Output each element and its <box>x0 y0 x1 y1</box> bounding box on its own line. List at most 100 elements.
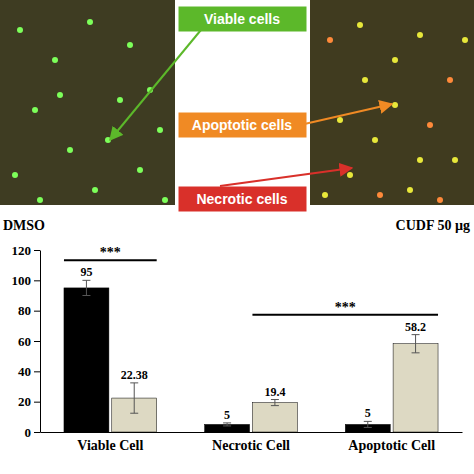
y-tick-mark <box>34 341 40 342</box>
cell-dot <box>392 102 398 108</box>
cell-dot <box>137 167 143 173</box>
data-label: 58.2 <box>405 320 426 334</box>
error-cap <box>364 427 372 428</box>
cell-dot <box>377 192 383 198</box>
y-tick-label: 100 <box>12 273 32 288</box>
cell-dot <box>162 197 168 203</box>
error-bar <box>271 400 279 406</box>
y-tick-label: 60 <box>18 334 31 349</box>
significance-label: *** <box>335 300 356 315</box>
y-axis: 0 20 40 60 80 100 120 <box>12 243 41 440</box>
x-tick: Necrotic Cell <box>212 432 290 453</box>
x-tick-label: Viable Cell <box>77 438 143 453</box>
y-tick-mark <box>34 280 40 281</box>
data-label: 19.4 <box>264 385 285 399</box>
callout-arrow <box>300 104 392 125</box>
cell-dot <box>37 197 43 203</box>
callout-box <box>178 6 307 32</box>
y-tick-mark <box>34 402 40 403</box>
cell-dot <box>392 57 398 63</box>
cell-dot <box>157 127 163 133</box>
data-label: 5 <box>224 408 230 422</box>
data-label: 22.38 <box>121 368 148 382</box>
error-bar <box>412 335 420 353</box>
cell-dot <box>372 137 378 143</box>
micrographs: Viable cells Apoptotic cells Necrotic cell… <box>0 0 474 233</box>
micrograph-left <box>0 0 175 205</box>
error-stem <box>274 400 275 406</box>
cell-dot <box>417 157 423 163</box>
cell-dot <box>87 19 93 25</box>
cell-dot <box>32 107 38 113</box>
error-stem <box>367 421 368 427</box>
y-tick: 120 <box>12 243 41 258</box>
cell-dot <box>437 197 443 203</box>
significance-label: *** <box>100 245 121 260</box>
callout-arrow <box>220 168 352 186</box>
cell-dot <box>452 157 458 163</box>
cell-dot <box>357 22 363 28</box>
cell-dot <box>327 37 333 43</box>
cell-dot <box>127 42 133 48</box>
data-label: 95 <box>80 265 92 279</box>
data-labels: 955522.3819.458.2 <box>80 265 426 422</box>
y-tick-label: 80 <box>18 303 31 318</box>
cell-dot <box>337 117 343 123</box>
x-axis: Viable Cell Necrotic Cell Apoptotic Cell <box>41 432 463 453</box>
y-tick: 100 <box>12 273 41 288</box>
x-tick-label: Apoptotic Cell <box>348 438 435 453</box>
significance: *** *** <box>64 245 438 314</box>
error-stem <box>134 383 135 413</box>
x-axis-line <box>41 432 463 433</box>
error-stem <box>415 335 416 353</box>
error-bar <box>82 280 90 295</box>
y-tick-label: 0 <box>25 425 32 440</box>
error-bar <box>223 423 231 426</box>
plot-marks <box>64 280 438 432</box>
y-tick: 40 <box>18 364 40 379</box>
cell-dot <box>362 77 368 83</box>
callout-label: Necrotic cells <box>196 191 287 207</box>
cell-dot <box>92 187 98 193</box>
error-cap <box>271 405 279 406</box>
cell-dot <box>427 122 433 128</box>
error-cap <box>223 422 231 423</box>
y-tick: 0 <box>25 425 41 440</box>
y-tick: 80 <box>18 303 40 318</box>
y-tick: 60 <box>18 334 40 349</box>
error-cap <box>82 295 90 296</box>
error-cap <box>271 399 279 400</box>
cell-dot <box>447 77 453 83</box>
bar <box>205 424 250 432</box>
cell-dot <box>17 27 23 33</box>
error-bar <box>364 421 372 427</box>
x-tick: Apoptotic Cell <box>348 432 435 453</box>
error-stem <box>86 280 87 295</box>
cell-dot <box>52 57 58 63</box>
y-tick: 20 <box>18 394 40 409</box>
cell-dot <box>347 172 353 178</box>
callout-box <box>178 112 307 138</box>
x-tick: Viable Cell <box>77 432 143 453</box>
image-caption: CUDF 50 µg <box>396 218 470 233</box>
y-tick-mark <box>34 250 40 251</box>
error-cap <box>223 425 231 426</box>
callout-label: Viable cells <box>204 11 280 27</box>
callout-label: Apoptotic cells <box>192 117 293 133</box>
y-axis-line <box>40 251 41 433</box>
cell-dot <box>322 192 328 198</box>
bar <box>393 344 438 432</box>
error-cap <box>130 382 138 383</box>
y-tick-label: 40 <box>18 364 31 379</box>
figure: Viable cells Apoptotic cells Necrotic cell… <box>0 0 474 474</box>
error-bar <box>130 383 138 413</box>
y-tick-mark <box>34 371 40 372</box>
cell-dot <box>407 187 413 193</box>
y-tick-label: 20 <box>18 394 31 409</box>
cell-dot <box>12 172 18 178</box>
bar <box>252 403 297 432</box>
y-tick-mark <box>34 432 40 433</box>
micrograph-right <box>310 0 474 205</box>
x-tick-label: Necrotic Cell <box>212 438 290 453</box>
error-cap <box>412 352 420 353</box>
